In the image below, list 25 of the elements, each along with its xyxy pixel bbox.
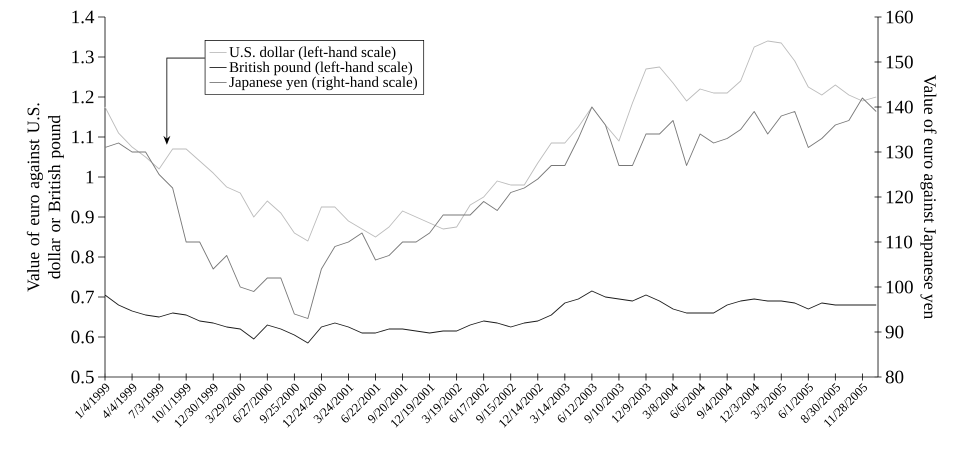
y-tick-label: 1.4 — [72, 10, 94, 24]
y2-tick-label: 140 — [886, 100, 913, 114]
y-tick-label: 1.2 — [72, 90, 94, 104]
y-tick-label: 0.5 — [71, 370, 94, 384]
y2-tick-label: 160 — [886, 10, 913, 24]
y-tick-label: 1.3 — [72, 50, 94, 64]
y2-tick-label: 120 — [886, 190, 913, 204]
legend-label: Japanese yen (right-hand scale) — [229, 76, 418, 90]
y2-tick-label: 100 — [886, 280, 913, 294]
y-axis-title: Value of euro against U.S. dollar or British pound — [26, 103, 64, 292]
legend-label: U.S. dollar (left-hand scale) — [229, 46, 396, 60]
y2-tick-label: 130 — [886, 146, 913, 158]
y2-tick-label: 150 — [886, 56, 913, 68]
y2-tick-label: 110 — [886, 236, 912, 248]
legend-label: British pound (left-hand scale) — [229, 61, 412, 76]
y-tick-label: 0.6 — [71, 330, 94, 344]
y-tick-label: 1 — [86, 170, 94, 184]
y-tick-label: 1.1 — [72, 130, 94, 144]
y2-axis-title: Value of euro against Japanese yen — [920, 74, 937, 319]
line-series — [104, 40, 877, 242]
y2-tick-label: 80 — [886, 370, 904, 384]
y-tick-label: 0.9 — [71, 210, 94, 224]
y2-tick-label: 90 — [886, 326, 904, 338]
y-tick-label: 0.7 — [71, 290, 94, 304]
y-tick-label: 0.8 — [71, 250, 94, 264]
